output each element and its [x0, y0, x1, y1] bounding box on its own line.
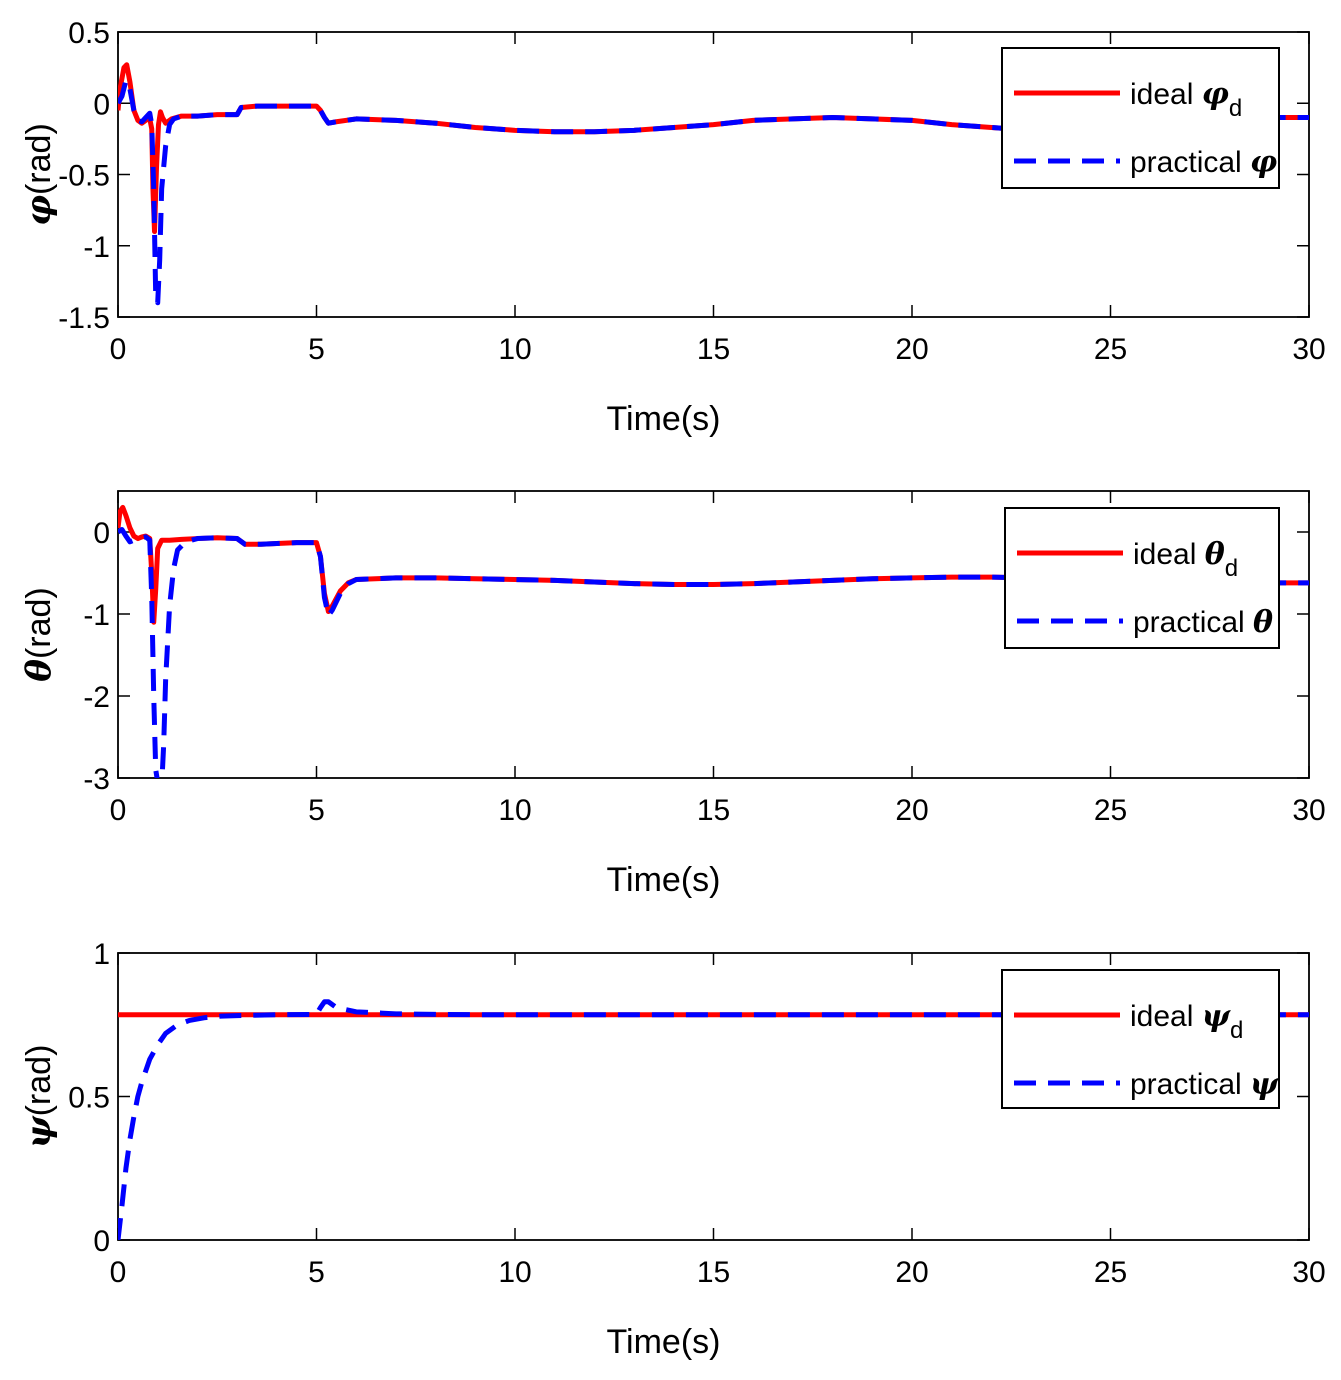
chart-theta-ytick-label: -2	[83, 681, 110, 714]
chart-psi-ylabel-symbol: ψ	[19, 1115, 59, 1148]
chart-psi-xtick-label: 20	[895, 1256, 928, 1289]
chart-theta-xtick-label: 25	[1094, 794, 1127, 827]
chart-phi-group: 0 5 10 15 20 25 30-1.5-1-0.500.5Time(s)φ(rad)i…	[19, 17, 1326, 438]
chart-phi-ylabel-unit: (rad)	[20, 123, 58, 195]
chart-phi-legend-label: practical φ	[1130, 145, 1277, 180]
chart-phi-legend: ideal φd practical φ	[1001, 47, 1280, 189]
chart-theta-series-practical-line	[118, 527, 1309, 778]
chart-psi-ytick-label: 0.5	[68, 1082, 110, 1115]
chart-theta-xlabel: Time(s)	[607, 861, 721, 899]
chart-phi-series-practical-line	[118, 77, 1309, 306]
chart-phi-ylabel: φ(rad)	[19, 123, 59, 226]
chart-theta-legend-subscript: d	[1225, 555, 1238, 582]
chart-psi-legend-label: ideal ψd	[1130, 999, 1243, 1044]
chart-phi-legend-word: ideal	[1130, 78, 1202, 111]
chart-psi-ylabel-unit: (rad)	[20, 1045, 58, 1117]
chart-psi-legend-word: ideal	[1130, 1000, 1202, 1033]
chart-theta-xtick-label: 0	[110, 794, 127, 827]
chart-psi-xtick-label: 5	[308, 1256, 325, 1289]
chart-theta-legend-box	[1004, 507, 1280, 649]
chart-phi-legend-symbol: φ	[1202, 77, 1229, 112]
chart-theta-legend-symbol: θ	[1253, 605, 1273, 640]
chart-phi-xtick-label: 0	[110, 333, 127, 366]
chart-psi-ytick-label: 0	[93, 1225, 110, 1258]
chart-theta-xtick-label: 5	[308, 794, 325, 827]
chart-psi-xtick-label: 15	[697, 1256, 730, 1289]
chart-psi-xlabel: Time(s)	[607, 1323, 721, 1361]
chart-theta-legend-word: practical	[1133, 606, 1253, 639]
chart-phi-xtick-label: 30	[1292, 333, 1325, 366]
chart-psi-xtick-label: 30	[1292, 1256, 1325, 1289]
chart-psi-xtick-label: 25	[1094, 1256, 1127, 1289]
chart-theta-ylabel-symbol: θ	[19, 659, 59, 682]
chart-psi-legend-symbol: ψ	[1250, 1067, 1280, 1102]
chart-theta-xtick-label: 30	[1292, 794, 1325, 827]
chart-theta-legend-label: ideal θd	[1133, 537, 1238, 582]
chart-theta-xtick-label: 15	[697, 794, 730, 827]
chart-phi-xlabel: Time(s)	[607, 400, 721, 438]
chart-psi-legend-label: practical ψ	[1130, 1067, 1280, 1102]
chart-phi-ylabel-symbol: φ	[19, 195, 59, 226]
chart-phi-ytick-label: -1.5	[58, 302, 110, 335]
chart-phi-xtick-label: 25	[1094, 333, 1127, 366]
chart-theta-ytick-label: 0	[93, 517, 110, 550]
chart-psi-legend: ideal ψd practical ψ	[1001, 969, 1280, 1109]
chart-phi-xtick-label: 10	[498, 333, 531, 366]
chart-phi-ytick-label: -0.5	[58, 160, 110, 193]
chart-psi-series-practical-line	[118, 999, 1309, 1240]
chart-phi-legend-label: ideal φd	[1130, 77, 1242, 122]
chart-theta-legend-word: ideal	[1133, 538, 1205, 571]
chart-phi-plot-area	[118, 62, 1309, 306]
chart-psi-xtick-label: 10	[498, 1256, 531, 1289]
chart-psi-legend-symbol: ψ	[1202, 999, 1232, 1034]
chart-theta-xtick-label: 10	[498, 794, 531, 827]
chart-phi-legend-subscript: d	[1229, 95, 1242, 122]
chart-phi-xtick-label: 15	[697, 333, 730, 366]
chart-theta-ytick-label: -3	[83, 763, 110, 796]
chart-theta-ylabel-unit: (rad)	[20, 587, 58, 659]
chart-psi-legend-word: practical	[1130, 1068, 1250, 1101]
chart-psi-xtick-label: 0	[110, 1256, 127, 1289]
chart-theta-xtick-label: 20	[895, 794, 928, 827]
chart-theta-legend: ideal θd practical θ	[1004, 507, 1280, 649]
chart-phi-legend-word: practical	[1130, 146, 1250, 179]
chart-phi-xtick-label: 20	[895, 333, 928, 366]
chart-phi-legend-symbol: φ	[1250, 145, 1277, 180]
chart-psi-legend-subscript: d	[1230, 1017, 1243, 1044]
chart-phi-xtick-label: 5	[308, 333, 325, 366]
chart-theta-ytick-label: -1	[83, 599, 110, 632]
chart-theta-plot-area	[118, 504, 1309, 778]
chart-psi-ytick-label: 1	[93, 938, 110, 971]
chart-phi-ytick-label: 0.5	[68, 17, 110, 50]
chart-theta-legend-label: practical θ	[1133, 605, 1273, 640]
chart-psi-ylabel: ψ(rad)	[19, 1045, 59, 1149]
chart-theta-ylabel: θ(rad)	[19, 587, 59, 681]
chart-theta-legend-symbol: θ	[1205, 537, 1225, 572]
chart-phi-ytick-label: -1	[83, 231, 110, 264]
chart-phi-legend-box	[1001, 47, 1280, 189]
chart-phi-ytick-label: 0	[93, 88, 110, 121]
